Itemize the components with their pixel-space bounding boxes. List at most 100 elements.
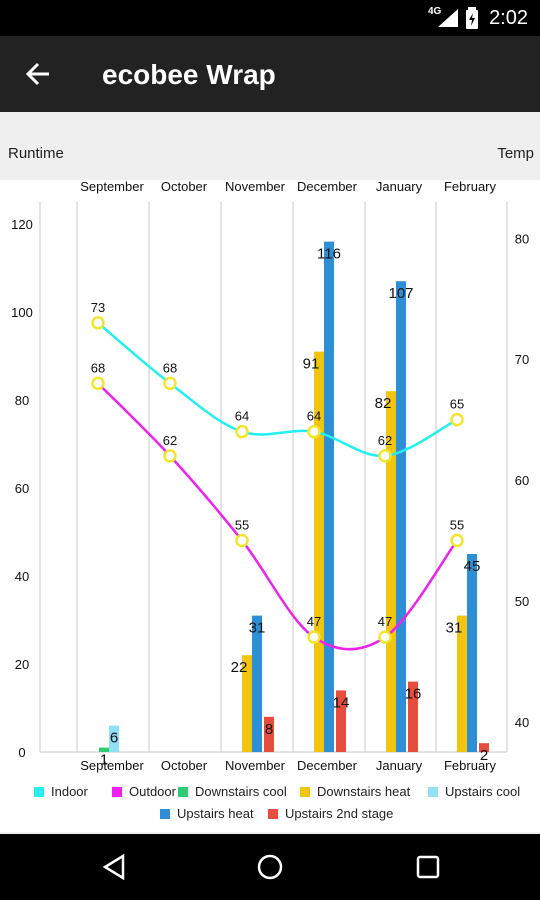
bar-label-downstairs-heat-december: 91 — [303, 356, 320, 373]
legend-swatch-upstairs-2nd-stage — [268, 809, 278, 819]
bottom-month-label-november: November — [225, 758, 286, 773]
square-recents-icon — [416, 855, 440, 879]
point-indoor-february — [450, 412, 464, 427]
left-tick-80: 80 — [15, 393, 29, 408]
bar-upstairs-heat-january — [396, 281, 406, 752]
left-tick-0: 0 — [18, 745, 25, 760]
bar-upstairs-2nd-stage-november — [264, 716, 274, 752]
point-outdoor-september — [91, 376, 105, 391]
right-tick-50: 50 — [515, 594, 529, 609]
top-month-label-february: February — [444, 180, 497, 194]
bottom-month-label-january: January — [376, 758, 423, 773]
nav-home-button[interactable] — [240, 847, 300, 887]
bar-label-downstairs-heat-february: 31 — [446, 620, 463, 637]
network-type: 4G — [428, 6, 442, 17]
point-label-outdoor-september: 68 — [91, 360, 105, 375]
bar-label-upstairs-heat-november: 31 — [249, 620, 266, 637]
left-tick-20: 20 — [15, 657, 29, 672]
bar-upstairs-heat-february — [467, 554, 477, 752]
bar-label-upstairs-cool-september: 6 — [110, 730, 118, 747]
legend-label-upstairs-2nd-stage: Upstairs 2nd stage — [285, 806, 393, 821]
point-outdoor-january — [378, 630, 392, 644]
point-label-indoor-january: 62 — [378, 433, 392, 448]
top-month-label-january: January — [376, 180, 423, 194]
point-label-indoor-december: 64 — [307, 409, 321, 424]
triangle-back-icon — [102, 853, 125, 881]
bar-downstairs-heat-december — [314, 351, 324, 752]
point-label-outdoor-december: 47 — [307, 614, 321, 629]
point-indoor-september — [91, 316, 105, 330]
nav-recents-button[interactable] — [398, 847, 458, 887]
bar-label-upstairs-2nd-stage-february: 2 — [480, 747, 488, 764]
app-bar: ecobee Wrap — [0, 36, 540, 112]
back-button[interactable] — [16, 54, 60, 94]
bar-upstairs-2nd-stage-january — [408, 681, 418, 752]
bar-downstairs-cool-september — [99, 747, 109, 752]
bar-upstairs-cool-september — [109, 725, 119, 752]
point-label-outdoor-february: 55 — [450, 517, 464, 532]
content-area: Runtime Temp September September October Oc… — [0, 112, 540, 834]
bar-label-upstairs-2nd-stage-january: 16 — [405, 686, 422, 703]
status-bar: 4G 2:02 — [0, 0, 540, 36]
legend-label-indoor: Indoor — [51, 784, 89, 799]
left-tick-100: 100 — [11, 305, 33, 320]
legend-swatch-downstairs-heat — [300, 787, 310, 797]
legend-swatch-upstairs-heat — [160, 809, 170, 819]
top-month-label-september: September — [80, 180, 144, 194]
chart-container: September September October October November… — [0, 179, 540, 832]
legend-label-upstairs-cool: Upstairs cool — [445, 784, 520, 799]
right-axis-title: Temp — [497, 145, 534, 162]
right-tick-40: 40 — [515, 715, 529, 730]
signal-icon — [438, 9, 458, 27]
point-label-outdoor-january: 47 — [378, 614, 392, 629]
top-month-label-november: November — [225, 180, 286, 194]
bottom-month-label-september: September — [80, 758, 144, 773]
bar-upstairs-2nd-stage-december — [336, 690, 346, 752]
bar-label-downstairs-cool-september: 1 — [100, 752, 108, 769]
bottom-month-label-february: February — [444, 758, 497, 773]
bar-upstairs-2nd-stage-february — [479, 743, 489, 752]
right-tick-70: 70 — [515, 352, 529, 367]
left-axis-title: Runtime — [8, 145, 64, 162]
point-outdoor-december — [307, 630, 321, 644]
legend-swatch-downstairs-cool — [178, 787, 188, 797]
bar-label-downstairs-heat-november: 22 — [231, 659, 248, 676]
bar-downstairs-heat-january — [386, 391, 396, 752]
left-tick-40: 40 — [15, 569, 29, 584]
legend-label-upstairs-heat: Upstairs heat — [177, 806, 254, 821]
bar-label-upstairs-heat-december: 116 — [317, 246, 341, 263]
app-title: ecobee Wrap — [102, 59, 276, 90]
legend-swatch-upstairs-cool — [428, 787, 438, 797]
line-outdoor — [97, 382, 459, 651]
right-tick-80: 80 — [515, 231, 529, 246]
point-label-indoor-february: 65 — [450, 397, 464, 412]
bar-downstairs-heat-february — [457, 615, 467, 752]
legend-label-downstairs-heat: Downstairs heat — [317, 784, 411, 799]
point-indoor-october — [163, 376, 177, 391]
point-indoor-november — [235, 424, 249, 439]
left-tick-120: 120 — [11, 217, 33, 232]
bar-downstairs-heat-november — [242, 655, 252, 752]
point-indoor-january — [378, 449, 392, 463]
legend-swatch-indoor — [34, 787, 44, 797]
bar-upstairs-heat-november — [252, 615, 262, 752]
point-label-indoor-september: 73 — [91, 300, 105, 315]
point-label-outdoor-november: 55 — [235, 517, 249, 532]
battery-icon — [466, 7, 478, 29]
bottom-month-label-december: December — [297, 758, 358, 773]
bar-label-upstairs-heat-february: 45 — [464, 558, 481, 575]
status-time: 2:02 — [489, 7, 528, 29]
bar-upstairs-heat-december — [324, 241, 334, 752]
circle-home-icon — [257, 854, 283, 880]
navigation-bar — [0, 834, 540, 900]
bar-label-upstairs-2nd-stage-november: 8 — [265, 721, 273, 738]
point-label-indoor-october: 68 — [163, 360, 177, 375]
nav-back-button[interactable] — [84, 847, 144, 887]
top-month-label-october: October — [161, 180, 208, 194]
point-indoor-december — [307, 424, 321, 439]
bottom-month-label-october: October — [161, 758, 208, 773]
arrow-left-icon — [25, 62, 49, 86]
left-tick-60: 60 — [15, 481, 29, 496]
point-label-outdoor-october: 62 — [163, 433, 177, 448]
bar-label-upstairs-2nd-stage-december: 14 — [333, 694, 350, 711]
